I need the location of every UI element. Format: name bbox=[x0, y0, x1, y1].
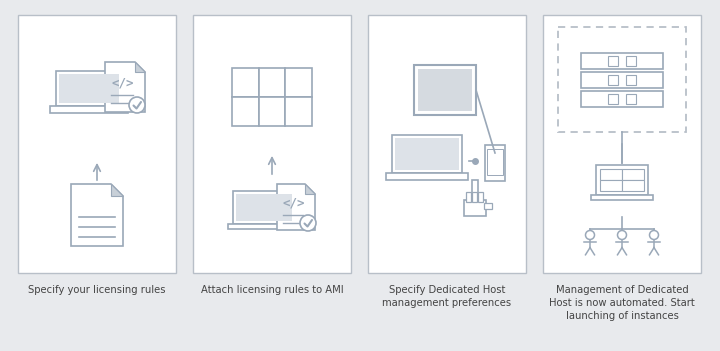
Bar bbox=[392, 135, 462, 173]
Bar bbox=[258, 97, 285, 126]
Polygon shape bbox=[105, 62, 145, 112]
Circle shape bbox=[618, 231, 626, 239]
Bar bbox=[193, 15, 351, 273]
Bar bbox=[626, 94, 636, 104]
Bar bbox=[472, 192, 477, 202]
Bar bbox=[581, 91, 663, 107]
Polygon shape bbox=[71, 184, 123, 246]
Bar bbox=[487, 149, 503, 175]
Polygon shape bbox=[277, 184, 315, 230]
Bar bbox=[600, 180, 622, 191]
Bar bbox=[258, 68, 285, 97]
Bar bbox=[418, 69, 472, 111]
Bar bbox=[622, 169, 644, 180]
Text: Specify your licensing rules: Specify your licensing rules bbox=[28, 285, 166, 295]
Bar bbox=[626, 75, 636, 85]
Bar bbox=[626, 56, 636, 66]
Circle shape bbox=[300, 215, 316, 231]
Bar bbox=[368, 15, 526, 273]
Bar bbox=[478, 192, 483, 202]
Bar bbox=[543, 15, 701, 273]
Bar bbox=[622, 180, 644, 191]
Bar bbox=[228, 224, 300, 230]
Bar bbox=[285, 97, 312, 126]
Bar bbox=[595, 165, 648, 195]
Bar bbox=[386, 173, 468, 180]
Bar bbox=[285, 68, 312, 97]
Bar bbox=[236, 194, 292, 221]
Bar bbox=[608, 94, 618, 104]
Bar bbox=[608, 56, 618, 66]
Text: Attach licensing rules to AMI: Attach licensing rules to AMI bbox=[201, 285, 343, 295]
Bar bbox=[581, 72, 663, 88]
Circle shape bbox=[649, 231, 659, 239]
Bar bbox=[414, 65, 476, 115]
Bar bbox=[395, 138, 459, 170]
Bar bbox=[232, 97, 258, 126]
Bar bbox=[558, 27, 686, 132]
Bar bbox=[50, 106, 128, 113]
Circle shape bbox=[129, 97, 145, 113]
Text: Management of Dedicated
Host is now automated. Start
launching of instances: Management of Dedicated Host is now auto… bbox=[549, 285, 695, 322]
Text: </>: </> bbox=[283, 197, 305, 210]
Bar bbox=[600, 169, 622, 180]
Polygon shape bbox=[305, 184, 315, 194]
Circle shape bbox=[585, 231, 595, 239]
Bar bbox=[581, 53, 663, 69]
Bar bbox=[233, 191, 294, 224]
Bar bbox=[59, 74, 119, 103]
Text: </>: </> bbox=[112, 77, 134, 90]
Text: Specify Dedicated Host
management preferences: Specify Dedicated Host management prefer… bbox=[382, 285, 512, 308]
Bar bbox=[608, 75, 618, 85]
Bar bbox=[484, 203, 492, 209]
Bar bbox=[464, 200, 486, 216]
Bar bbox=[466, 192, 471, 202]
Bar bbox=[232, 68, 258, 97]
Polygon shape bbox=[111, 184, 123, 196]
Polygon shape bbox=[135, 62, 145, 72]
Bar bbox=[485, 145, 505, 181]
Bar bbox=[591, 195, 653, 200]
Bar bbox=[56, 71, 122, 106]
Bar bbox=[472, 180, 478, 200]
Bar bbox=[18, 15, 176, 273]
